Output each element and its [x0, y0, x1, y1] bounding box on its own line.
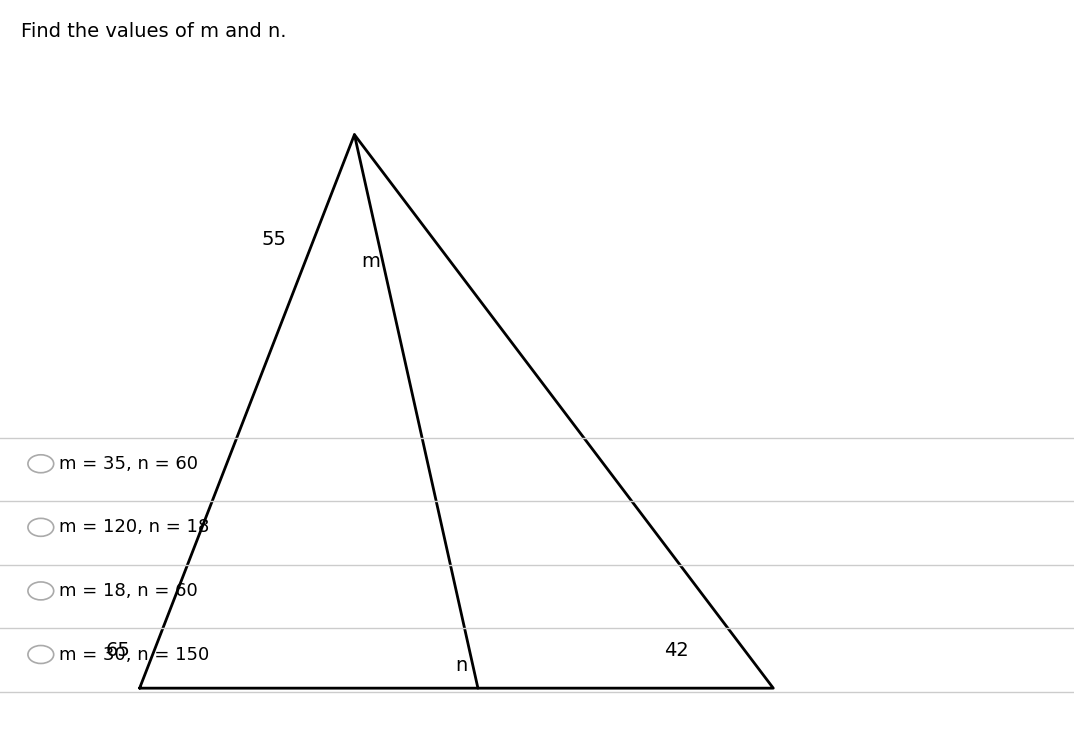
Text: m: m — [361, 252, 380, 272]
Text: n: n — [455, 656, 468, 675]
Text: m = 35, n = 60: m = 35, n = 60 — [59, 455, 198, 473]
Text: 65: 65 — [105, 641, 131, 660]
Text: m = 120, n = 18: m = 120, n = 18 — [59, 518, 209, 536]
Text: m = 18, n = 60: m = 18, n = 60 — [59, 582, 198, 600]
Text: Find the values of m and n.: Find the values of m and n. — [21, 22, 287, 41]
Text: 55: 55 — [261, 230, 287, 249]
Text: 42: 42 — [664, 641, 690, 660]
Text: m = 30, n = 150: m = 30, n = 150 — [59, 646, 209, 663]
